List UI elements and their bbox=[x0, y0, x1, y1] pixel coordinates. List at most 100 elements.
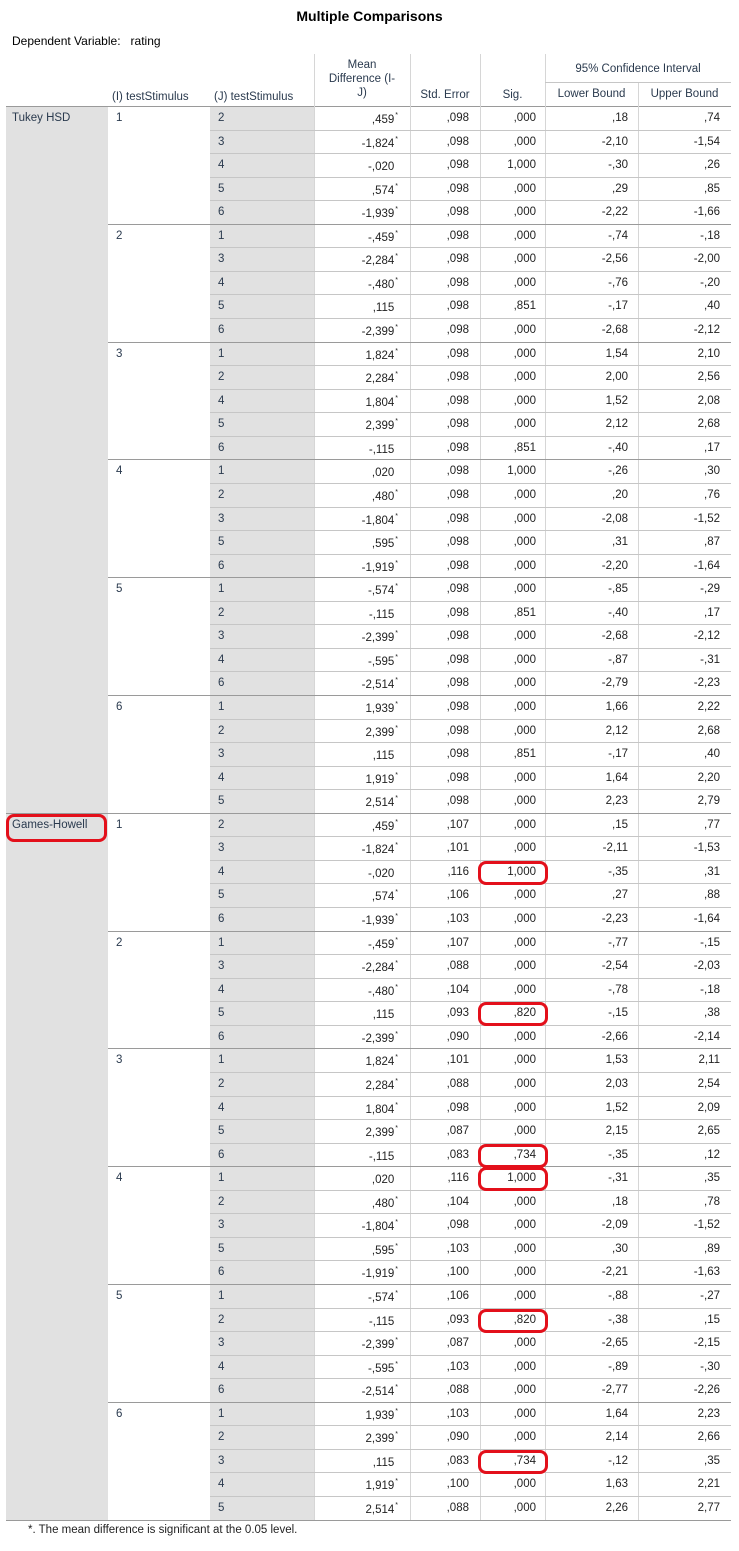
significance-asterisk: * bbox=[395, 653, 398, 661]
row-rule bbox=[210, 1119, 731, 1121]
i-stimulus-label: 4 bbox=[116, 465, 123, 478]
mean-difference-cell: ,459* bbox=[314, 112, 398, 126]
row-rule bbox=[210, 1331, 731, 1333]
upper-bound-cell: -2,00 bbox=[693, 253, 720, 266]
j-stimulus-label: 6 bbox=[218, 324, 225, 337]
std-error-cell: ,098 bbox=[446, 276, 469, 289]
std-error-cell: ,104 bbox=[446, 1195, 469, 1208]
mean-difference-value: ,480 bbox=[371, 490, 395, 503]
lower-bound-cell: -,88 bbox=[608, 1290, 628, 1302]
mean-difference-cell: 1,939* bbox=[314, 701, 398, 715]
table-title: Multiple Comparisons bbox=[296, 8, 443, 24]
significance-asterisk: * bbox=[395, 1290, 398, 1297]
significance-asterisk: * bbox=[395, 324, 398, 332]
row-rule bbox=[210, 1189, 731, 1191]
mean-difference-cell: -2,514* bbox=[314, 1384, 398, 1398]
sig-cell: ,000 bbox=[513, 1054, 536, 1067]
mean-difference-cell: -1,804* bbox=[314, 1219, 398, 1233]
j-stimulus-label: 5 bbox=[218, 300, 225, 313]
mean-difference-cell: ,020* bbox=[314, 1172, 398, 1186]
j-stimulus-label: 2 bbox=[218, 1195, 225, 1208]
mean-difference-cell: -,574* bbox=[314, 583, 398, 597]
dependent-variable: Dependent Variable: rating bbox=[12, 34, 161, 48]
sig-cell: ,000 bbox=[513, 818, 536, 831]
sig-cell: ,000 bbox=[513, 701, 536, 713]
lower-bound-cell: ,15 bbox=[612, 818, 628, 831]
std-error-cell: ,098 bbox=[446, 701, 469, 713]
row-rule bbox=[210, 718, 731, 720]
header-lower-bound: Lower Bound bbox=[557, 88, 626, 100]
significance-asterisk: * bbox=[395, 795, 398, 803]
sig-cell: ,000 bbox=[513, 1431, 536, 1444]
row-rule bbox=[210, 977, 731, 979]
mean-difference-cell: -2,284* bbox=[314, 253, 398, 267]
sig-cell: ,851 bbox=[513, 748, 536, 761]
mean-difference-cell: 1,804* bbox=[314, 1102, 398, 1116]
mean-difference-cell: ,574* bbox=[314, 889, 398, 903]
mean-difference-value: -,480 bbox=[368, 278, 395, 291]
sig-cell: ,000 bbox=[513, 1407, 536, 1420]
sig-cell: ,000 bbox=[513, 536, 536, 549]
lower-bound-cell: ,27 bbox=[612, 889, 628, 902]
mean-difference-value: -,459 bbox=[368, 938, 395, 951]
upper-bound-cell: ,88 bbox=[704, 889, 720, 902]
lower-bound-cell: 2,12 bbox=[605, 724, 628, 737]
row-rule bbox=[210, 176, 731, 178]
mean-difference-cell: ,115* bbox=[314, 1007, 398, 1021]
std-error-cell: ,103 bbox=[446, 913, 469, 926]
significance-asterisk: * bbox=[395, 1125, 398, 1133]
j-stimulus-label: 4 bbox=[218, 1101, 225, 1114]
sig-cell: ,000 bbox=[513, 1242, 536, 1255]
sig-highlight-ring bbox=[478, 1002, 548, 1027]
lower-bound-cell: -,15 bbox=[608, 1007, 628, 1020]
upper-bound-cell: -1,66 bbox=[693, 206, 720, 219]
lower-bound-cell: -,85 bbox=[608, 583, 628, 596]
i-stimulus-label: 2 bbox=[116, 229, 123, 242]
sig-cell: ,000 bbox=[513, 1125, 536, 1138]
group-rule bbox=[6, 812, 731, 814]
row-rule bbox=[210, 1024, 731, 1026]
upper-bound-cell: 2,56 bbox=[697, 371, 720, 384]
j-stimulus-label: 1 bbox=[218, 347, 225, 360]
mean-difference-cell: -1,939* bbox=[314, 206, 398, 220]
row-rule bbox=[210, 553, 731, 555]
mean-difference-value: -1,824 bbox=[361, 844, 395, 857]
upper-bound-cell: -,20 bbox=[700, 276, 720, 289]
row-rule bbox=[210, 1448, 731, 1450]
std-error-cell: ,098 bbox=[446, 441, 469, 454]
j-stimulus-label: 2 bbox=[218, 112, 225, 124]
mean-difference-value: -1,939 bbox=[361, 208, 395, 221]
upper-bound-cell: 2,11 bbox=[698, 1054, 720, 1067]
sig-cell: ,000 bbox=[513, 1266, 536, 1279]
mean-difference-value: 2,284 bbox=[365, 373, 395, 386]
mean-difference-cell: -,020* bbox=[314, 866, 398, 880]
header-divider bbox=[314, 54, 315, 106]
std-error-cell: ,098 bbox=[446, 347, 469, 360]
std-error-cell: ,103 bbox=[446, 1407, 469, 1420]
row-rule bbox=[210, 1307, 731, 1309]
sig-cell: ,000 bbox=[513, 276, 536, 289]
mean-difference-cell: ,574* bbox=[314, 183, 398, 197]
upper-bound-cell: ,40 bbox=[704, 748, 720, 761]
mean-difference-value: ,595 bbox=[371, 1244, 395, 1257]
row-rule bbox=[210, 1071, 731, 1073]
mean-difference-value: -,115 bbox=[368, 608, 395, 621]
row-rule bbox=[210, 1142, 731, 1144]
lower-bound-cell: -,12 bbox=[608, 1454, 628, 1467]
upper-bound-cell: ,76 bbox=[704, 488, 720, 501]
dependent-variable-value: rating bbox=[130, 34, 161, 48]
lower-bound-cell: -,78 bbox=[608, 983, 628, 996]
upper-bound-cell: ,89 bbox=[704, 1242, 720, 1255]
upper-bound-cell: ,30 bbox=[704, 465, 720, 478]
significance-asterisk: * bbox=[395, 701, 398, 708]
mean-difference-cell: 1,824* bbox=[314, 1054, 398, 1068]
lower-bound-cell: -,35 bbox=[608, 1148, 628, 1161]
mean-difference-value: -1,824 bbox=[361, 137, 395, 150]
method-label: Tukey HSD bbox=[12, 112, 71, 124]
upper-bound-cell: 2,21 bbox=[697, 1478, 720, 1491]
j-stimulus-label: 6 bbox=[218, 1030, 225, 1043]
std-error-cell: ,098 bbox=[446, 583, 469, 596]
mean-difference-value: -,459 bbox=[368, 231, 395, 244]
mean-difference-cell: -2,399* bbox=[314, 630, 398, 644]
lower-bound-cell: -,31 bbox=[608, 1172, 628, 1185]
